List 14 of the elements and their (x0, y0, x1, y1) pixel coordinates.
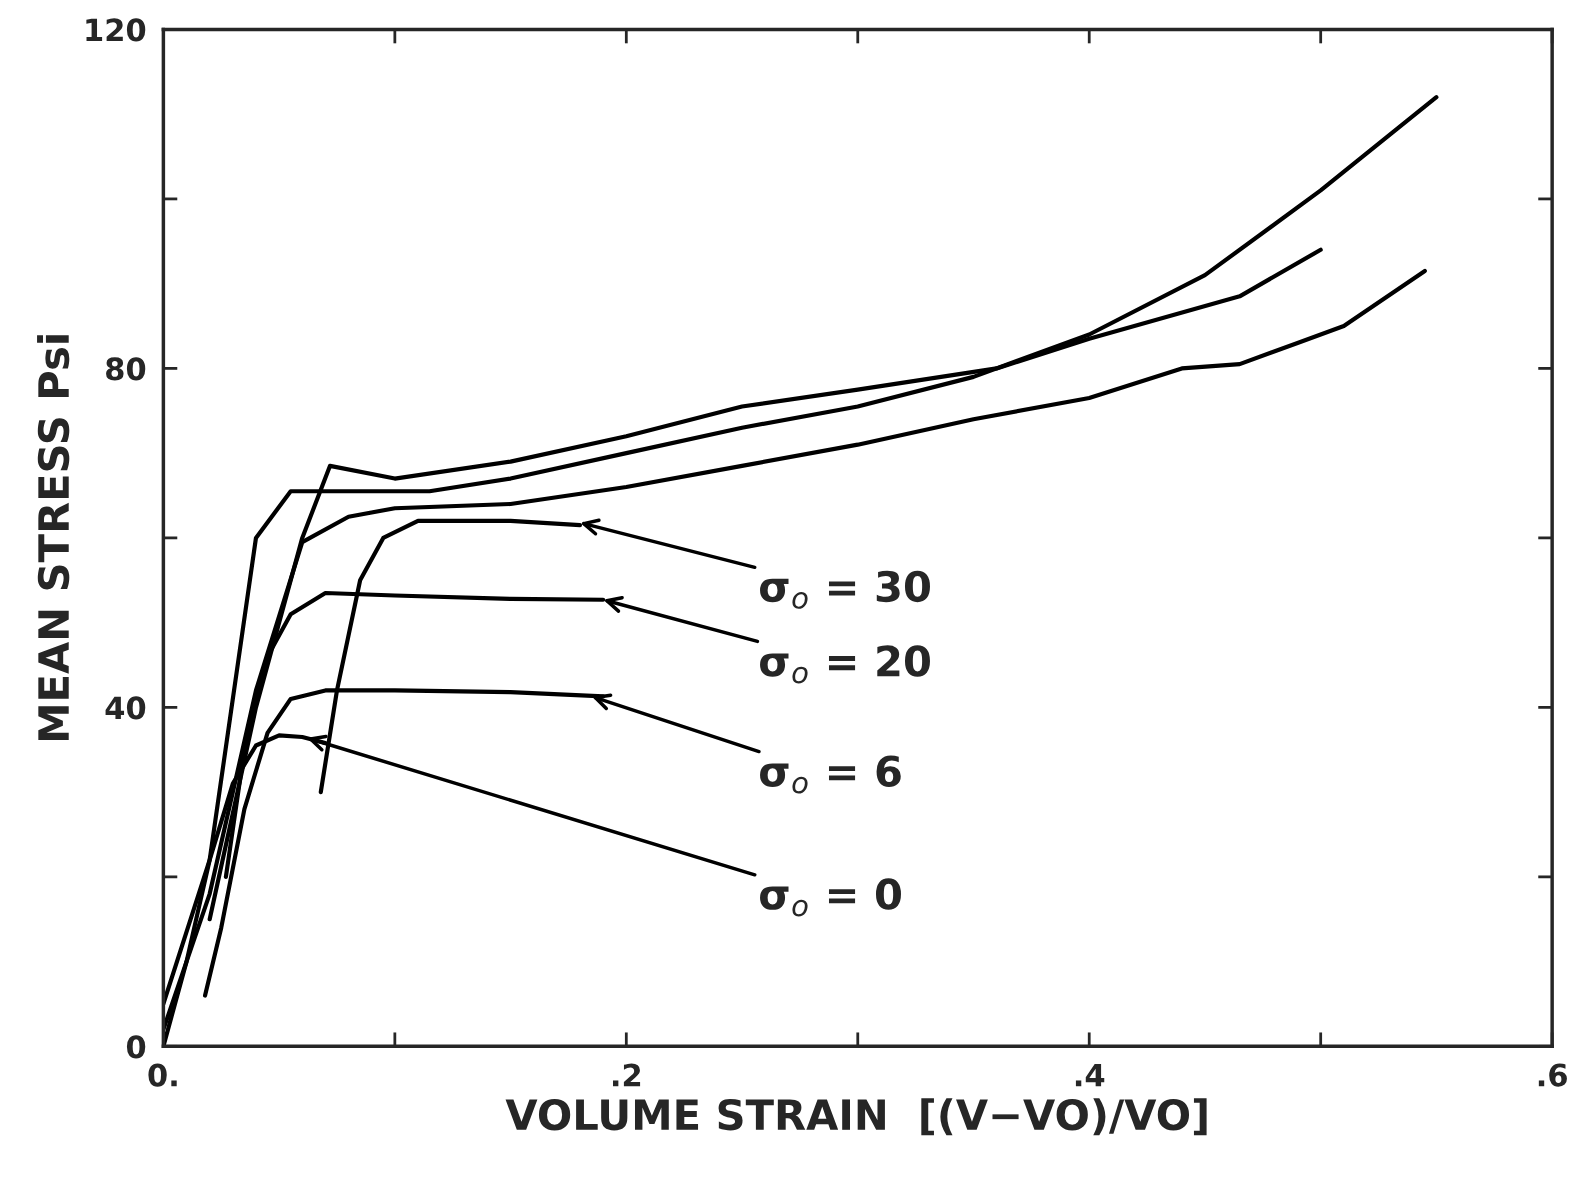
x-tick-label: .4 (1075, 1063, 1105, 1087)
y-tick-label: 0 (126, 1035, 146, 1059)
y-tick-label: 120 (86, 18, 146, 42)
x-tick-label: 0. (148, 1063, 177, 1087)
annotation: σ$_{o}$ = 30 (760, 570, 930, 609)
y-tick-label: 40 (105, 696, 146, 720)
y-axis-title: MEAN STRESS Psi (37, 335, 70, 741)
y-tick-label: 80 (106, 357, 146, 381)
x-tick-label: .6 (1538, 1063, 1567, 1087)
annotation: σ$_{o}$ = 20 (760, 645, 930, 684)
annotation: σ$_{o}$ = 6 (760, 755, 901, 794)
annotation: σ$_{o}$ = 0 (760, 878, 901, 917)
x-tick-label: .2 (612, 1063, 641, 1087)
x-axis-title: VOLUME STRAIN [(V−VO)/VO] (505, 1098, 1207, 1136)
